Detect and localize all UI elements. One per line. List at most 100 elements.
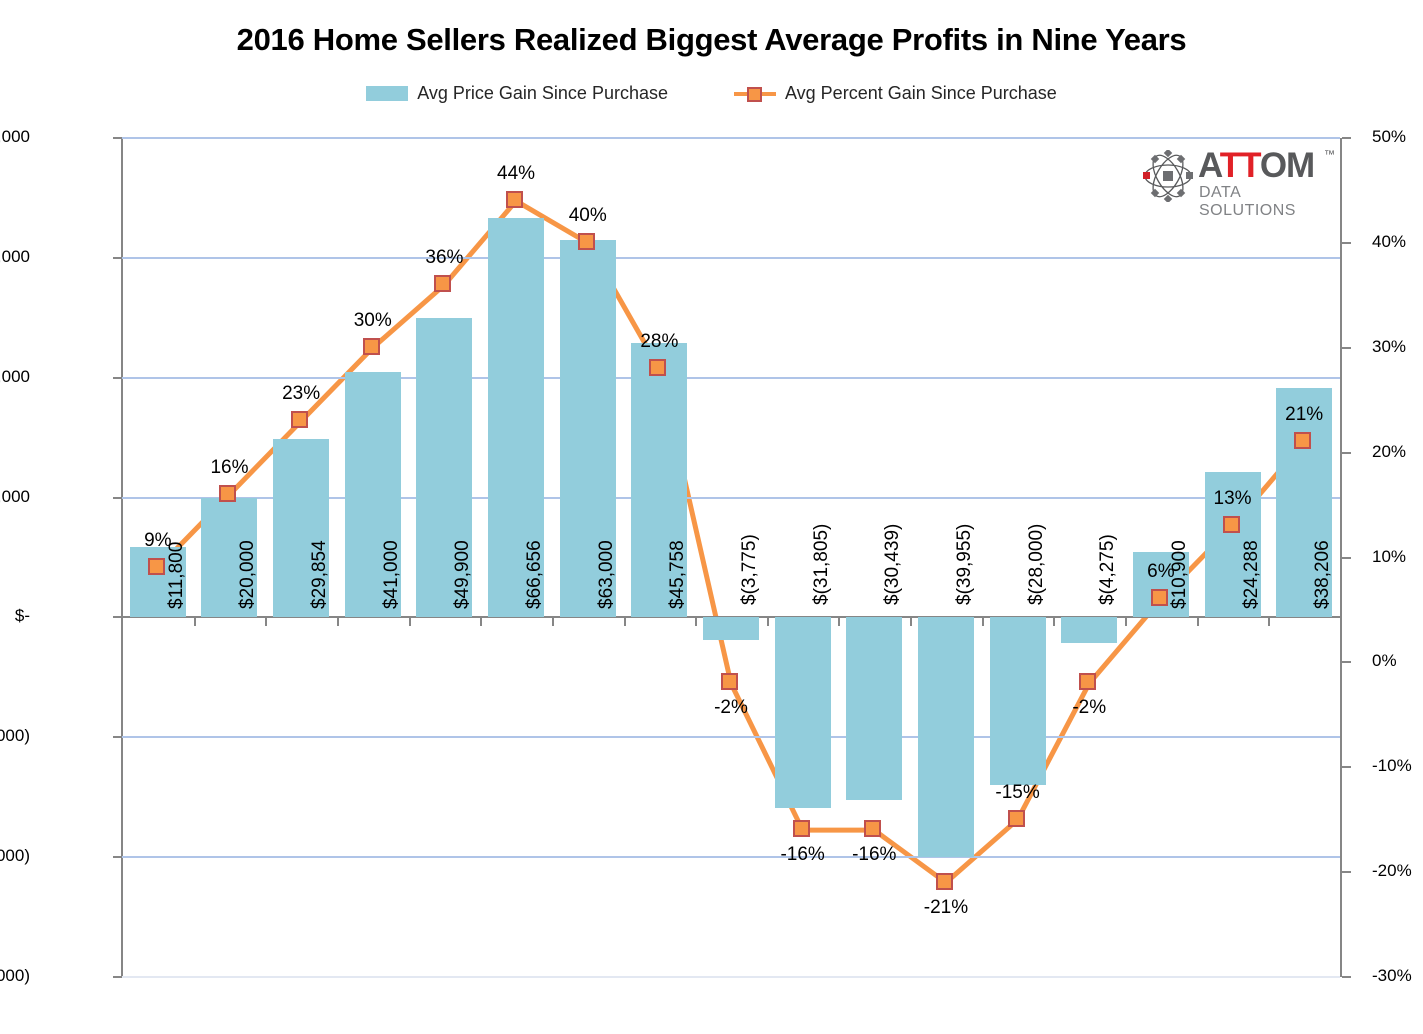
bar-value-label-2008: $(3,775) [739,534,760,606]
percent-marker-2002[interactable] [291,411,309,429]
y-axis-left-tick-label: $(20,000) [0,726,30,746]
y-tick-mark-left [113,496,122,499]
logo-wordmark: ATTOM [1198,146,1315,185]
percent-marker-2015[interactable] [1222,516,1240,534]
y-tick-mark-right [1342,871,1351,874]
percent-marker-2009[interactable] [792,820,810,838]
y-tick-mark-left [113,256,122,259]
bar-2013[interactable] [1061,617,1118,644]
percent-value-label-2007: 28% [640,330,679,352]
bar-2006[interactable] [559,239,616,618]
y-tick-mark-right [1342,451,1351,454]
y-tick-mark-left [113,736,122,739]
bar-value-label-2010: $(30,439) [882,524,904,606]
bar-2014[interactable] [1132,552,1189,618]
percent-marker-2016[interactable] [1294,432,1312,450]
x-tick-mark [1196,617,1199,627]
x-tick-mark [981,617,984,627]
bar-value-label-2012: $(28,000) [1025,524,1047,606]
bar-2010[interactable] [846,617,903,800]
percent-marker-2001[interactable] [219,484,237,502]
bar-2001[interactable] [201,497,258,618]
legend-label-line: Avg Percent Gain Since Purchase [784,83,1057,103]
bar-value-label-2015: $24,288 [1240,540,1262,610]
y-axis-right-tick-label: -30% [1372,966,1412,985]
y-axis-right-tick-label: 10% [1372,546,1407,566]
bar-2011[interactable] [917,617,974,857]
y-axis-right-tick-label: 30% [1372,336,1407,356]
percent-value-label-2009: -16% [780,844,825,866]
percent-marker-2004[interactable] [434,274,452,292]
bar-value-label-2016: $38,206 [1312,540,1334,610]
bar-value-label-2003: $41,000 [380,540,402,610]
bar-2003[interactable] [344,371,401,618]
y-axis-left-tick-label: $40,000 [0,366,30,386]
percent-marker-2006[interactable] [577,232,595,250]
bar-2004[interactable] [416,318,473,618]
percent-marker-2014[interactable] [1150,589,1168,607]
y-axis-left-tick-label: $(40,000) [0,846,30,866]
y-tick-mark-left [113,137,122,139]
y-axis-right-tick-label: 0% [1372,651,1397,671]
percent-value-label-2001: 16% [210,456,249,478]
y-tick-mark-right [1342,137,1351,139]
percent-value-label-2000: 9% [144,529,172,551]
logo-letters-om: OM [1259,146,1315,185]
percent-marker-2003[interactable] [362,337,380,355]
x-tick-mark [551,617,554,627]
bar-2002[interactable] [273,438,330,618]
percent-value-label-2015: 13% [1213,488,1252,510]
percent-value-label-2013: -2% [1072,697,1107,719]
percent-marker-2008[interactable] [721,673,738,691]
percent-marker-2010[interactable] [864,820,882,838]
gridline [122,496,1340,499]
bar-2015[interactable] [1204,471,1261,618]
legend-item-line-series[interactable]: Avg Percent Gain Since Purchase [733,83,1057,104]
y-axis-left-tick-label: $80,000 [0,127,30,146]
attom-logo: ATTOM ™ DATA SOLUTIONS [1142,146,1338,219]
percent-marker-2000[interactable] [147,557,165,575]
percent-value-label-2014: 6% [1147,561,1175,583]
percent-marker-2012[interactable] [1007,809,1025,827]
x-tick-mark [1268,617,1271,627]
bar-2005[interactable] [488,217,545,618]
legend-item-bar-series[interactable]: Avg Price Gain Since Purchase [366,83,668,104]
percent-marker-2013[interactable] [1079,673,1097,691]
legend-label-bar: Avg Price Gain Since Purchase [417,83,668,103]
bar-value-label-2002: $29,854 [309,540,331,610]
bar-2007[interactable] [631,343,688,618]
page-title: 2016 Home Sellers Realized Biggest Avera… [236,22,1187,57]
percent-value-label-2004: 36% [425,246,464,268]
x-tick-mark [838,617,841,627]
x-tick-mark [1053,617,1056,627]
right-axis-line [1340,138,1342,977]
y-tick-mark-left [113,856,122,859]
y-tick-mark-right [1342,976,1351,978]
bar-value-label-2013: $(4,275) [1097,534,1119,606]
bar-2008[interactable] [703,617,759,641]
y-axis-right-tick-label: 20% [1372,441,1407,461]
bar-value-label-2005: $66,656 [524,540,546,610]
logo-letters-tt: TT [1219,146,1261,185]
percent-value-label-2005: 44% [497,162,536,184]
bar-2012[interactable] [989,617,1046,786]
chart-legend: Avg Price Gain Since Purchase Avg Percen… [0,83,1423,104]
gridline [122,736,1340,739]
x-tick-mark [193,617,196,627]
bar-value-label-2011: $(39,955) [953,524,975,606]
percent-marker-2007[interactable] [649,358,667,376]
percent-value-label-2003: 30% [353,309,392,331]
bar-2009[interactable] [774,617,831,809]
x-tick-mark [695,617,698,627]
bar-value-label-2006: $63,000 [595,540,617,610]
y-axis-left-tick-label: $60,000 [0,246,30,266]
percent-value-label-2008: -2% [714,697,748,719]
y-tick-mark-right [1342,346,1351,349]
logo-subtitle: DATA SOLUTIONS [1199,184,1296,219]
x-tick-mark [336,617,339,627]
bar-2016[interactable] [1276,388,1333,618]
percent-marker-2005[interactable] [506,190,524,208]
gridline [122,976,1340,978]
percent-marker-2011[interactable] [935,872,953,890]
